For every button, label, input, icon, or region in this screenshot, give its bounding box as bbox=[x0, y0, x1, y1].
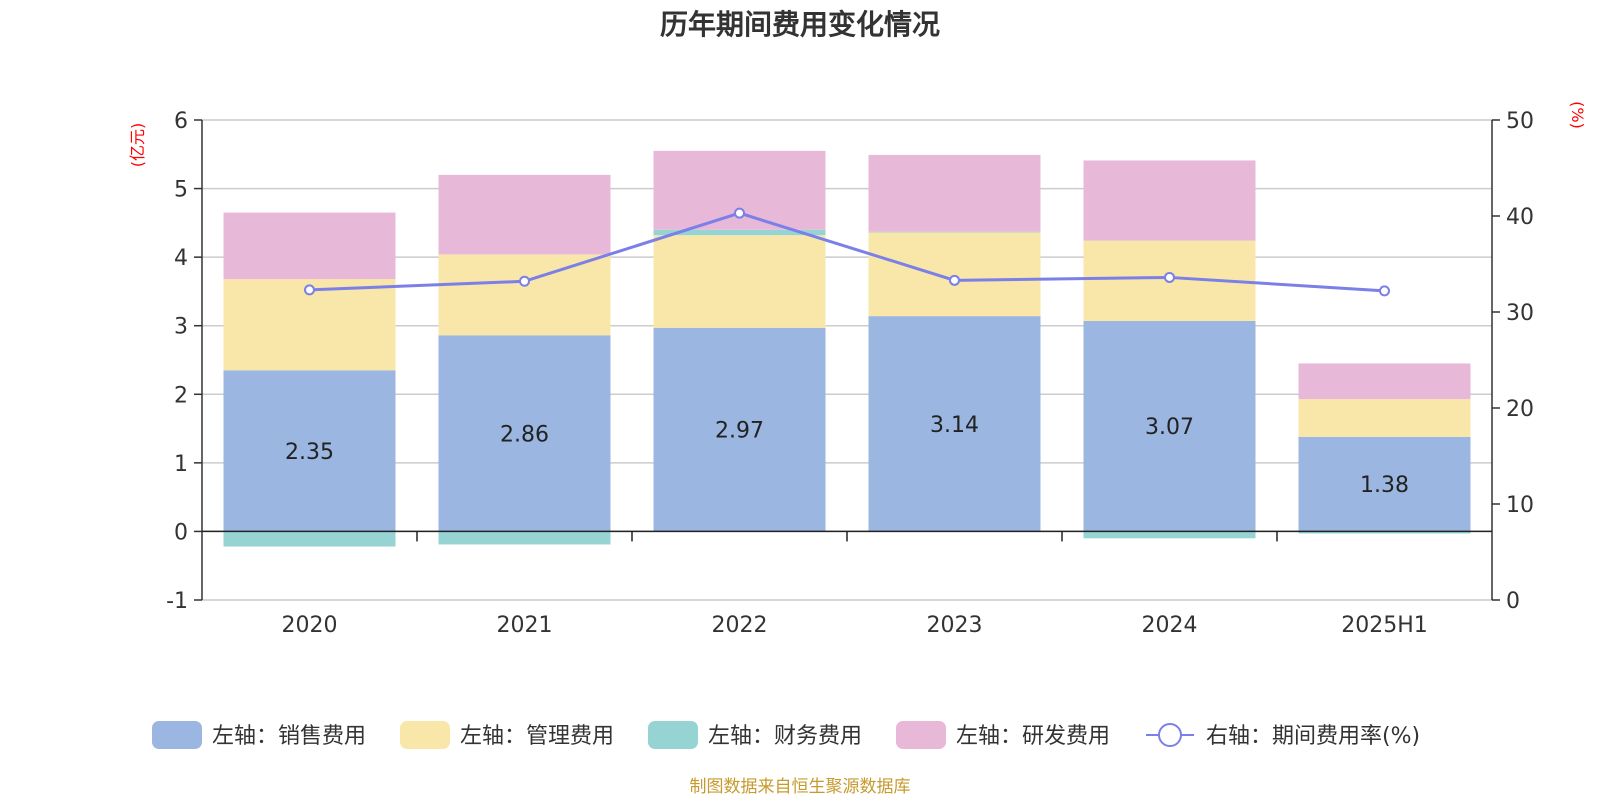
right-axis-tick-label: 20 bbox=[1506, 397, 1534, 422]
line-series bbox=[304, 207, 1390, 297]
left-axis-tick-label: -1 bbox=[166, 589, 188, 614]
legend-circle-marker bbox=[1158, 723, 1182, 747]
data-label: 3.14 bbox=[930, 413, 979, 438]
category-label: 2020 bbox=[282, 613, 338, 638]
data-label: 2.35 bbox=[285, 440, 334, 465]
bar-segment bbox=[223, 212, 396, 280]
bar-segment bbox=[438, 174, 611, 255]
category-label: 2025H1 bbox=[1341, 613, 1428, 638]
left-axis-tick-label: 2 bbox=[174, 383, 188, 408]
rate-point bbox=[949, 274, 960, 286]
rate-point bbox=[1379, 285, 1390, 297]
left-axis-unit: (亿元) bbox=[128, 123, 147, 168]
right-axis-unit: (%) bbox=[1568, 101, 1587, 129]
rate-point bbox=[519, 275, 530, 287]
bar-segment bbox=[1298, 399, 1471, 437]
left-axis-tick-label: 5 bbox=[174, 178, 188, 203]
data-labels: 2.35 2.86 2.97 3.14 3.07 1.38 bbox=[285, 413, 1409, 498]
bar-segment bbox=[1298, 363, 1471, 400]
rate-point bbox=[304, 284, 315, 296]
bar-segment bbox=[438, 335, 611, 532]
right-axis-tick-label: 10 bbox=[1506, 493, 1534, 518]
bar-segment bbox=[653, 229, 826, 236]
bar-segment bbox=[1083, 531, 1256, 539]
axes: -1 0 1 2 3 4 5 6 0 10 20 30 40 50 2020 2021 2022 2023 2024… bbox=[166, 109, 1534, 638]
right-axis-tick-label: 30 bbox=[1506, 301, 1534, 326]
bar-segment bbox=[653, 327, 826, 532]
legend-swatch bbox=[648, 721, 698, 749]
legend: 左轴：销售费用 左轴：管理费用 左轴：财务费用 左轴：研发费用 右轴：期间费用率(%) bbox=[152, 721, 1420, 749]
bar-segment bbox=[868, 231, 1041, 233]
bar-segment bbox=[653, 235, 826, 328]
bar-segment bbox=[1298, 436, 1471, 532]
bar-segment bbox=[438, 254, 611, 336]
legend-label: 右轴：期间费用率(%) bbox=[1206, 724, 1420, 749]
right-axis-tick-label: 40 bbox=[1506, 205, 1534, 230]
legend-label: 左轴：研发费用 bbox=[956, 724, 1110, 749]
left-axis-tick-label: 6 bbox=[174, 109, 188, 134]
category-label: 2022 bbox=[712, 613, 768, 638]
legend-label: 左轴：销售费用 bbox=[212, 724, 366, 749]
legend-label: 左轴：管理费用 bbox=[460, 724, 614, 749]
legend-swatch bbox=[896, 721, 946, 749]
bar-segment bbox=[1083, 320, 1256, 532]
bar-segment bbox=[868, 232, 1041, 317]
right-axis-tick-label: 50 bbox=[1506, 109, 1534, 134]
legend-label: 左轴：财务费用 bbox=[708, 724, 862, 749]
bar-segment bbox=[1083, 160, 1256, 241]
category-label: 2021 bbox=[497, 613, 553, 638]
bar-segment bbox=[868, 316, 1041, 532]
source-note: 制图数据来自恒生聚源数据库 bbox=[690, 777, 911, 797]
bar-segment bbox=[223, 370, 396, 532]
left-axis-tick-label: 3 bbox=[174, 315, 188, 340]
legend-swatch bbox=[152, 721, 202, 749]
bar-segment bbox=[438, 531, 611, 545]
left-axis-tick-label: 0 bbox=[174, 520, 188, 545]
bar-segment bbox=[1298, 531, 1471, 534]
left-axis-tick-label: 4 bbox=[174, 246, 188, 271]
legend-swatch bbox=[400, 721, 450, 749]
bar-segment bbox=[868, 154, 1041, 232]
data-label: 3.07 bbox=[1145, 415, 1194, 440]
left-axis-tick-label: 1 bbox=[174, 452, 188, 477]
right-axis-tick-label: 0 bbox=[1506, 589, 1520, 614]
category-label: 2023 bbox=[927, 613, 983, 638]
rate-point bbox=[1164, 271, 1175, 283]
chart-title: 历年期间费用变化情况 bbox=[660, 8, 940, 41]
category-label: 2024 bbox=[1142, 613, 1198, 638]
data-label: 2.97 bbox=[715, 419, 764, 444]
data-label: 1.38 bbox=[1360, 473, 1409, 498]
rate-point bbox=[734, 207, 745, 219]
data-label: 2.86 bbox=[500, 422, 549, 447]
bar-segment bbox=[223, 531, 396, 547]
rate-line bbox=[309, 211, 1385, 293]
bar-series bbox=[223, 150, 1471, 547]
